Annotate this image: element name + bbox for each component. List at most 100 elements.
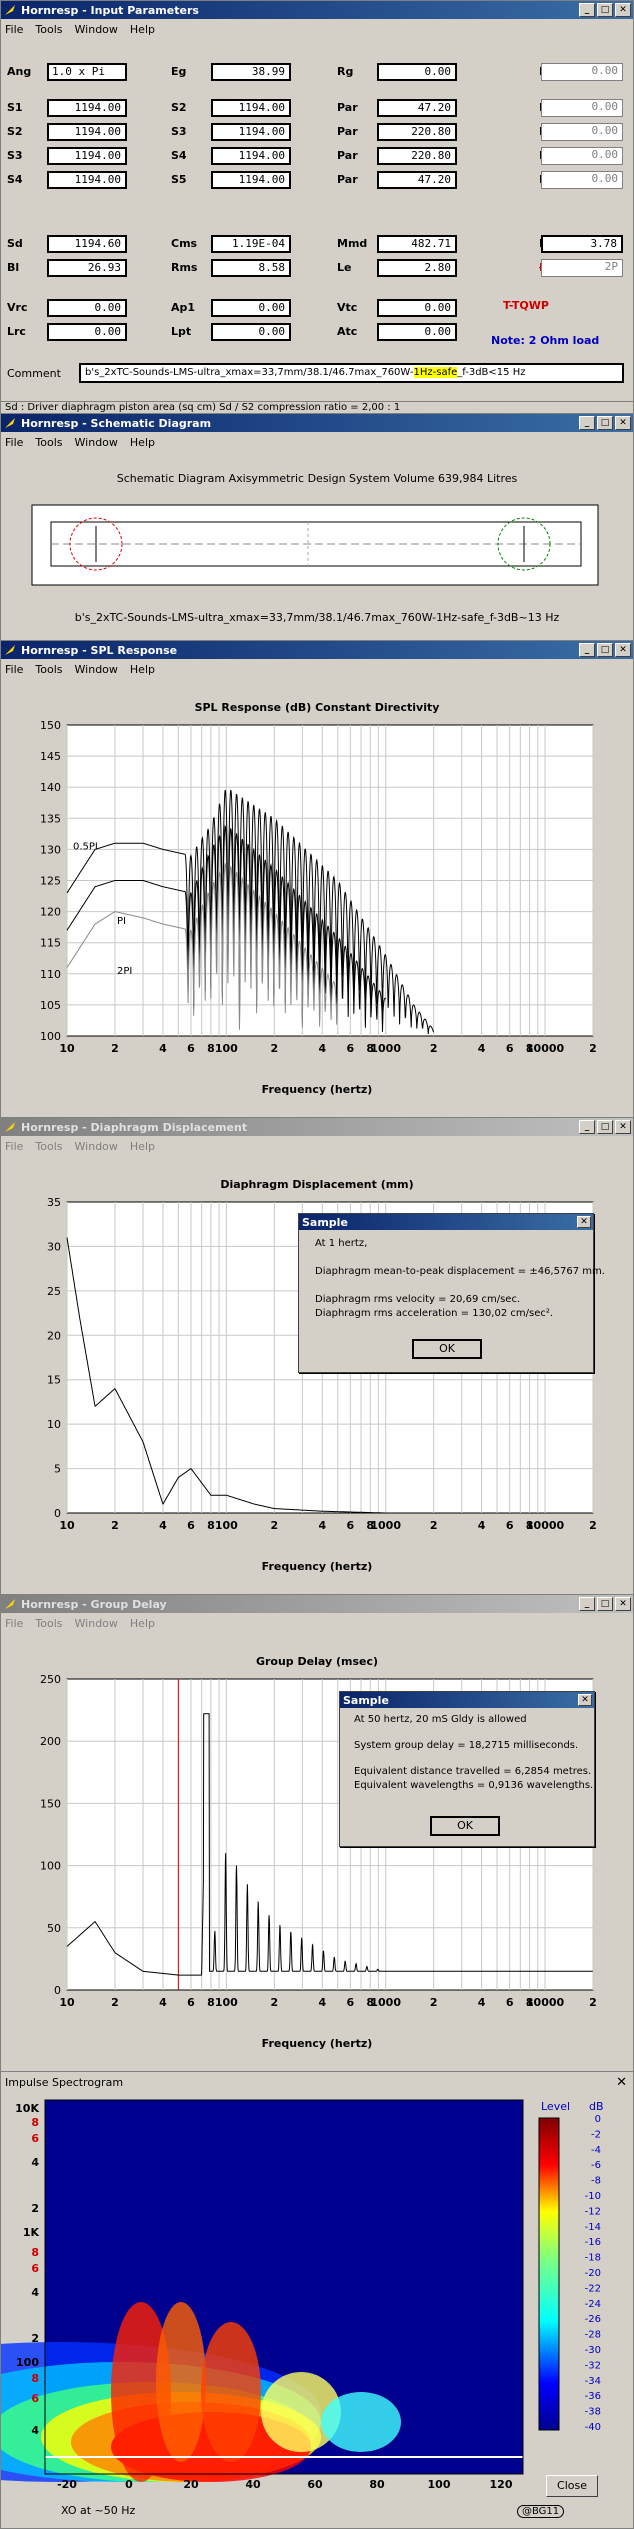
gd-xlabel: Frequency (hertz) <box>261 2037 373 2050</box>
group-delay-series <box>66 1713 593 1976</box>
spl-series-2PI <box>66 862 338 1030</box>
param-value[interactable]: 0.00 <box>541 99 623 117</box>
menu-tools[interactable]: Tools <box>35 22 63 36</box>
param-value[interactable]: 1194.00 <box>211 99 291 117</box>
schematic-caption: b's_2xTC-Sounds-LMS-ultra_xmax=33,7mm/38… <box>74 611 560 624</box>
param-value[interactable]: 1194.00 <box>211 147 291 165</box>
param-value[interactable]: 0.00 <box>47 323 127 341</box>
menu-window[interactable]: Window <box>74 662 118 676</box>
param-value[interactable]: 2.80 <box>377 259 457 277</box>
close-button[interactable]: Close <box>546 2475 598 2497</box>
dialog-title-bar[interactable]: Sample ✕ <box>299 1214 593 1230</box>
param-value[interactable]: 0.00 <box>541 147 623 165</box>
param-value[interactable]: 8.58 <box>211 259 291 277</box>
param-value[interactable]: 0.00 <box>47 299 127 317</box>
maximize-icon[interactable]: □ <box>597 416 613 430</box>
param-value[interactable]: 0.00 <box>377 299 457 317</box>
param-value[interactable]: 1194.00 <box>47 171 127 189</box>
close-icon[interactable]: ✕ <box>615 3 631 17</box>
param-value[interactable]: 1.0 x Pi <box>47 63 127 81</box>
minimize-icon[interactable]: _ <box>579 416 595 430</box>
x-tick-label: 6 <box>506 1042 514 1055</box>
param-value[interactable]: 1194.60 <box>47 235 127 253</box>
menu-tools[interactable]: Tools <box>35 1139 63 1153</box>
menu-file[interactable]: File <box>5 662 24 676</box>
maximize-icon[interactable]: □ <box>597 3 613 17</box>
menu-window[interactable]: Window <box>74 435 118 449</box>
menu-window[interactable]: Window <box>74 22 118 36</box>
minimize-icon[interactable]: _ <box>579 1597 595 1611</box>
param-value[interactable]: 0.00 <box>541 63 623 81</box>
y-tick-label: 150 <box>40 1797 61 1810</box>
minimize-icon[interactable]: _ <box>579 643 595 657</box>
param-value[interactable]: 220.80 <box>377 147 457 165</box>
minimize-icon[interactable]: _ <box>579 1120 595 1134</box>
menu-help[interactable]: Help <box>129 662 155 676</box>
maximize-icon[interactable]: □ <box>597 1597 613 1611</box>
close-icon[interactable]: ✕ <box>615 1120 631 1134</box>
param-value[interactable]: 0.00 <box>541 171 623 189</box>
param-value[interactable]: 1194.00 <box>47 99 127 117</box>
param-value[interactable]: 0.00 <box>211 323 291 341</box>
y-tick-label: 30 <box>47 1240 61 1253</box>
menu-help[interactable]: Help <box>129 1616 155 1630</box>
menu-help[interactable]: Help <box>129 1139 155 1153</box>
close-icon[interactable]: ✕ <box>578 1694 592 1706</box>
x-tick-label: 8 <box>366 1042 374 1055</box>
param-value[interactable]: 0.00 <box>377 323 457 341</box>
menu-window[interactable]: Window <box>74 1139 118 1153</box>
menu-tools[interactable]: Tools <box>35 662 63 676</box>
schematic-title-bar[interactable]: Hornresp - Schematic Diagram _ □ ✕ <box>1 414 633 432</box>
x-tick-label: 10 <box>59 1519 75 1532</box>
param-value[interactable]: 26.93 <box>47 259 127 277</box>
close-icon[interactable]: ✕ <box>616 2074 627 2090</box>
menu-tools[interactable]: Tools <box>35 1616 63 1630</box>
menu-file[interactable]: File <box>5 1616 24 1630</box>
param-label: S1 <box>7 101 23 114</box>
menu-file[interactable]: File <box>5 22 24 36</box>
close-icon[interactable]: ✕ <box>615 416 631 430</box>
close-icon[interactable]: ✕ <box>615 1597 631 1611</box>
param-value[interactable]: 2P <box>541 259 623 277</box>
menu-help[interactable]: Help <box>129 22 155 36</box>
param-value[interactable]: 220.80 <box>377 123 457 141</box>
param-value[interactable]: 1194.00 <box>211 123 291 141</box>
param-value[interactable]: 1194.00 <box>47 147 127 165</box>
param-value[interactable]: 1194.00 <box>47 123 127 141</box>
spectrogram-title-bar[interactable]: Impulse Spectrogram ✕ <box>1 2072 633 2092</box>
param-value[interactable]: 1194.00 <box>211 171 291 189</box>
menu-file[interactable]: File <box>5 1139 24 1153</box>
menu-window[interactable]: Window <box>74 1616 118 1630</box>
menu-tools[interactable]: Tools <box>35 435 63 449</box>
ok-button[interactable]: OK <box>412 1339 482 1359</box>
comment-field[interactable]: b's_2xTC-Sounds-LMS-ultra_xmax=33,7mm/38… <box>79 363 624 383</box>
y-tick-label: 120 <box>40 906 61 919</box>
ok-button[interactable]: OK <box>430 1816 500 1836</box>
displacement-title-bar[interactable]: Hornresp - Diaphragm Displacement _ □ ✕ <box>1 1118 633 1136</box>
close-icon[interactable]: ✕ <box>577 1216 591 1228</box>
param-value[interactable]: 38.99 <box>211 63 291 81</box>
menu-help[interactable]: Help <box>129 435 155 449</box>
spl-title-bar[interactable]: Hornresp - SPL Response _ □ ✕ <box>1 641 633 659</box>
close-icon[interactable]: ✕ <box>615 643 631 657</box>
minimize-icon[interactable]: _ <box>579 3 595 17</box>
y-tick-label: 250 <box>40 1675 61 1686</box>
x-tick-label: 8 <box>526 1042 534 1055</box>
param-label: Par <box>337 125 358 138</box>
param-value[interactable]: 1.19E-04 <box>211 235 291 253</box>
maximize-icon[interactable]: □ <box>597 1120 613 1134</box>
param-value[interactable]: 47.20 <box>377 171 457 189</box>
input-title-bar[interactable]: Hornresp - Input Parameters _ □ ✕ <box>1 1 633 19</box>
gd-title-bar[interactable]: Hornresp - Group Delay _ □ ✕ <box>1 1595 633 1613</box>
param-value[interactable]: 0.00 <box>541 123 623 141</box>
dialog-title-bar[interactable]: Sample ✕ <box>340 1692 594 1708</box>
load-note: Note: 2 Ohm load <box>491 334 600 347</box>
param-value[interactable]: 3.78 <box>541 235 623 253</box>
param-label: Ang <box>7 65 32 78</box>
param-value[interactable]: 482.71 <box>377 235 457 253</box>
param-value[interactable]: 0.00 <box>211 299 291 317</box>
param-value[interactable]: 47.20 <box>377 99 457 117</box>
menu-file[interactable]: File <box>5 435 24 449</box>
maximize-icon[interactable]: □ <box>597 643 613 657</box>
param-value[interactable]: 0.00 <box>377 63 457 81</box>
